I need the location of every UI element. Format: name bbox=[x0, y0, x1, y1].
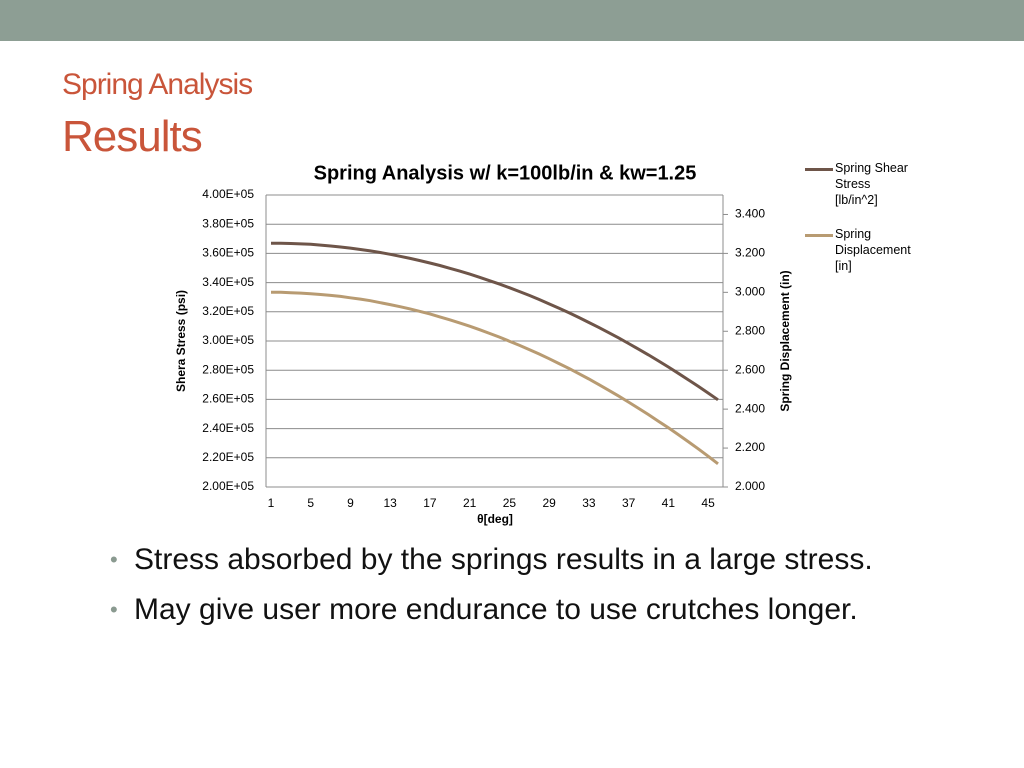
x-tick-label: 5 bbox=[307, 496, 314, 510]
y-tick-label: 2.60E+05 bbox=[202, 392, 254, 406]
series-line bbox=[271, 290, 719, 465]
y-tick-label: 3.00E+05 bbox=[202, 333, 254, 347]
y-tick-label: 2.00E+05 bbox=[202, 479, 254, 493]
legend: Spring Shear Stress [lb/in^2] Spring Disp… bbox=[805, 160, 915, 292]
y2-tick-label: 2.400 bbox=[735, 401, 765, 415]
y-axis-title: Shera Stress (psi) bbox=[174, 290, 188, 392]
x-tick-label: 25 bbox=[503, 496, 517, 510]
x-tick-label: 33 bbox=[582, 496, 596, 510]
slide-title: Spring Analysis bbox=[62, 68, 253, 101]
slide-subtitle: Results bbox=[62, 112, 203, 161]
y-tick-label: 3.20E+05 bbox=[202, 304, 254, 318]
y2-tick-label: 2.800 bbox=[735, 323, 765, 337]
y2-tick-label: 3.000 bbox=[735, 285, 765, 299]
y2-tick-label: 3.200 bbox=[735, 246, 765, 260]
y-tick-label: 2.20E+05 bbox=[202, 450, 254, 464]
y-tick-label: 4.00E+05 bbox=[202, 187, 254, 201]
x-tick-label: 21 bbox=[463, 496, 477, 510]
series-line bbox=[270, 241, 719, 402]
x-tick-label: 37 bbox=[622, 496, 636, 510]
y-tick-label: 2.80E+05 bbox=[202, 362, 254, 376]
x-tick-label: 9 bbox=[347, 496, 354, 510]
y-tick-label: 3.60E+05 bbox=[202, 246, 254, 260]
y2-tick-label: 2.000 bbox=[735, 479, 765, 493]
top-bar bbox=[0, 0, 1024, 41]
x-tick-label: 41 bbox=[662, 496, 676, 510]
bullet: Stress absorbed by the springs results i… bbox=[110, 540, 910, 580]
bullets: Stress absorbed by the springs results i… bbox=[110, 540, 910, 640]
chart-title: Spring Analysis w/ k=100lb/in & kw=1.25 bbox=[314, 162, 697, 184]
legend-swatch bbox=[805, 168, 833, 171]
legend-swatch bbox=[805, 234, 833, 237]
y2-tick-label: 2.600 bbox=[735, 362, 765, 376]
y2-tick-label: 3.400 bbox=[735, 207, 765, 221]
x-tick-label: 13 bbox=[384, 496, 398, 510]
legend-item: Spring Shear Stress [lb/in^2] bbox=[805, 160, 911, 208]
y-tick-label: 3.40E+05 bbox=[202, 275, 254, 289]
x-tick-label: 1 bbox=[268, 496, 275, 510]
x-tick-label: 45 bbox=[701, 496, 715, 510]
y2-tick-label: 2.200 bbox=[735, 440, 765, 454]
legend-item: Spring Displacement [in] bbox=[805, 226, 911, 274]
legend-label: Spring Displacement [in] bbox=[835, 227, 911, 273]
x-axis-title: θ[deg] bbox=[477, 512, 513, 526]
legend-label: Spring Shear Stress [lb/in^2] bbox=[835, 161, 908, 207]
x-tick-label: 17 bbox=[423, 496, 437, 510]
x-tick-label: 29 bbox=[542, 496, 556, 510]
y-tick-label: 2.40E+05 bbox=[202, 421, 254, 435]
y2-axis-title: Spring Displacement (in) bbox=[778, 270, 792, 411]
bullet: May give user more endurance to use crut… bbox=[110, 590, 910, 630]
y-tick-label: 3.80E+05 bbox=[202, 216, 254, 230]
